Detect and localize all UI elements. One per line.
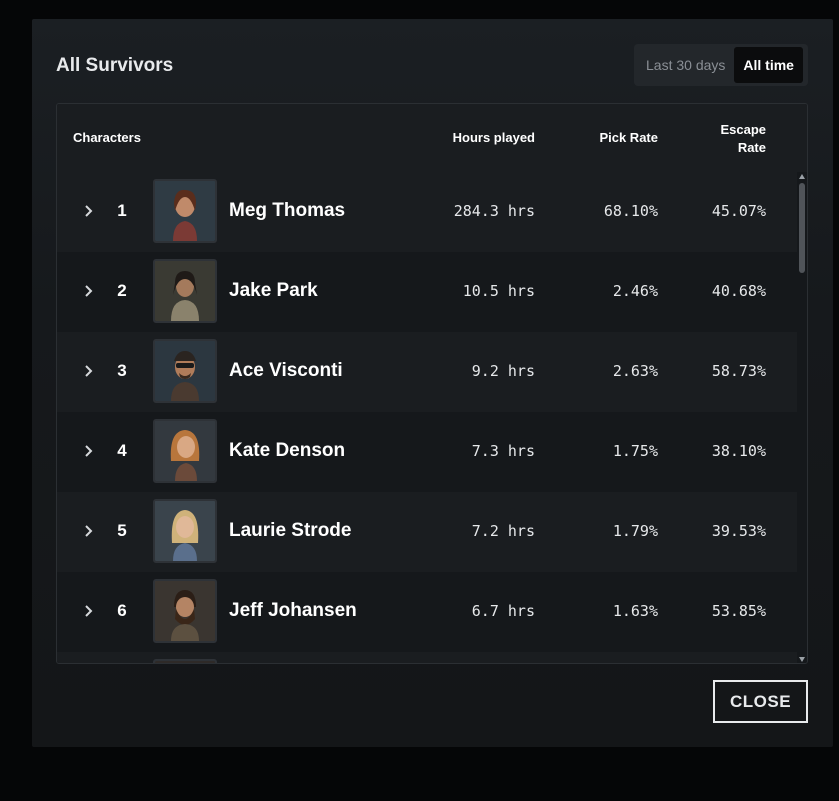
character-name: Meg Thomas xyxy=(229,200,346,221)
scroll-thumb[interactable] xyxy=(799,183,805,273)
hours-played: 7.3 hrs xyxy=(471,442,535,460)
table-row[interactable]: 3 Ace Visconti 9.2 hrs 2.63% 58.73% xyxy=(57,332,797,412)
escape-rate: 40.68% xyxy=(711,282,766,300)
laurie-strode-portrait xyxy=(153,499,217,563)
row-rank: 5 xyxy=(117,521,127,540)
time-range-toggle: Last 30 days All time xyxy=(634,44,808,86)
scroll-up-arrow-icon[interactable] xyxy=(799,174,805,179)
table-row[interactable]: 2 Jake Park 10.5 hrs 2.46% 40.68% xyxy=(57,252,797,332)
row-rank: 1 xyxy=(117,201,127,220)
escape-rate: 45.07% xyxy=(711,202,766,220)
meg-thomas-portrait xyxy=(153,179,217,243)
escape-rate: 53.85% xyxy=(711,602,766,620)
jake-park-portrait xyxy=(153,259,217,323)
col-escape-line2: Rate xyxy=(737,140,766,155)
col-escape-rate[interactable]: Escape Rate xyxy=(706,121,766,157)
jeff-johansen-portrait xyxy=(153,579,217,643)
chevron-right-icon[interactable] xyxy=(81,361,97,381)
ace-visconti-portrait xyxy=(153,339,217,403)
pick-rate: 2.46% xyxy=(612,282,658,300)
character-name: Laurie Strode xyxy=(229,520,352,541)
pick-rate: 1.79% xyxy=(612,522,658,540)
all-survivors-modal: All Survivors Last 30 days All time Char… xyxy=(32,19,833,747)
col-hours-played[interactable]: Hours played xyxy=(452,130,535,145)
hours-played: 6.7 hrs xyxy=(471,602,535,620)
pick-rate: 1.63% xyxy=(612,602,658,620)
hours-played: 284.3 hrs xyxy=(453,202,535,220)
range-last-30-days[interactable]: Last 30 days xyxy=(646,57,726,73)
character-name: Ace Visconti xyxy=(229,360,343,381)
col-escape-line1: Escape xyxy=(720,122,766,137)
escape-rate: 58.73% xyxy=(711,362,766,380)
pick-rate: 2.63% xyxy=(612,362,658,380)
table-row-partial[interactable] xyxy=(57,652,797,663)
scroll-down-arrow-icon[interactable] xyxy=(799,657,805,662)
table-body: 1 Meg Thomas 284.3 hrs 68.10% 45.07% 2 J… xyxy=(57,172,797,663)
row-rank: 6 xyxy=(117,601,127,620)
partial-portrait xyxy=(153,659,217,663)
col-pick-rate[interactable]: Pick Rate xyxy=(599,130,658,145)
row-rank: 4 xyxy=(117,441,127,460)
row-rank: 2 xyxy=(117,281,127,300)
row-rank: 3 xyxy=(117,361,127,380)
table-row[interactable]: 6 Jeff Johansen 6.7 hrs 1.63% 53.85% xyxy=(57,572,797,652)
escape-rate: 39.53% xyxy=(711,522,766,540)
hours-played: 9.2 hrs xyxy=(471,362,535,380)
character-name: Jake Park xyxy=(229,280,318,301)
col-characters[interactable]: Characters xyxy=(73,130,141,145)
table-row[interactable]: 1 Meg Thomas 284.3 hrs 68.10% 45.07% xyxy=(57,172,797,252)
character-name: Kate Denson xyxy=(229,440,346,461)
survivors-table: Characters Hours played Pick Rate Escape… xyxy=(56,103,808,664)
chevron-right-icon[interactable] xyxy=(81,601,97,621)
table-header: Characters Hours played Pick Rate Escape… xyxy=(57,104,807,172)
escape-rate: 38.10% xyxy=(711,442,766,460)
table-row[interactable]: 4 Kate Denson 7.3 hrs 1.75% 38.10% xyxy=(57,412,797,492)
close-button[interactable]: CLOSE xyxy=(713,680,808,723)
modal-title: All Survivors xyxy=(56,55,174,76)
chevron-right-icon[interactable] xyxy=(81,441,97,461)
chevron-right-icon[interactable] xyxy=(81,281,97,301)
table-row[interactable]: 5 Laurie Strode 7.2 hrs 1.79% 39.53% xyxy=(57,492,797,572)
hours-played: 7.2 hrs xyxy=(471,522,535,540)
table-scrollbar[interactable] xyxy=(797,172,807,663)
pick-rate: 1.75% xyxy=(612,442,658,460)
range-all-time[interactable]: All time xyxy=(734,47,803,83)
hours-played: 10.5 hrs xyxy=(462,282,535,300)
chevron-right-icon[interactable] xyxy=(81,201,97,221)
chevron-right-icon[interactable] xyxy=(81,521,97,541)
kate-denson-portrait xyxy=(153,419,217,483)
pick-rate: 68.10% xyxy=(603,202,658,220)
character-name: Jeff Johansen xyxy=(229,600,357,621)
